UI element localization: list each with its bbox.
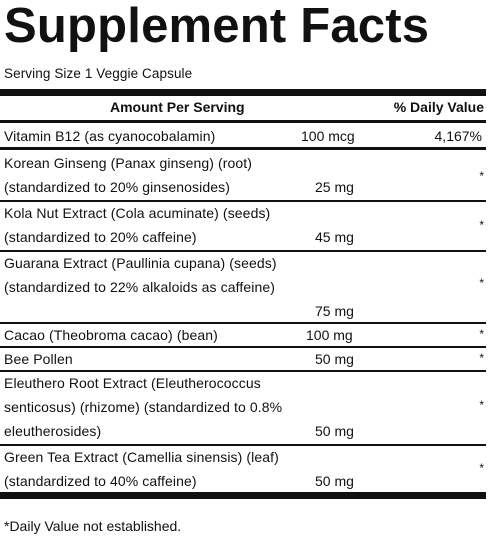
nutrient-daily-value: * xyxy=(479,276,484,290)
nutrient-amount: 50 mg xyxy=(315,473,354,489)
nutrient-daily-value: * xyxy=(479,461,484,475)
row-divider xyxy=(0,444,486,446)
top-thick-rule xyxy=(0,89,486,96)
nutrient-amount: 45 mg xyxy=(315,229,354,245)
nutrient-amount: 75 mg xyxy=(315,303,354,319)
nutrient-row: Kola Nut Extract (Cola acuminate) (seeds… xyxy=(0,202,486,252)
row-divider xyxy=(0,200,486,202)
row-divider xyxy=(0,346,486,348)
nutrient-name: Korean Ginseng (Panax ginseng) (root) xyxy=(4,155,253,171)
nutrient-row: Guarana Extract (Paullinia cupana) (seed… xyxy=(0,252,486,322)
nutrient-name: Cacao (Theobroma cacao) (bean) xyxy=(4,327,218,343)
nutrient-name-cont: (standardized to 40% caffeine) xyxy=(4,473,197,489)
nutrient-name: Vitamin B12 (as cyanocobalamin) xyxy=(4,128,216,144)
nutrient-daily-value: * xyxy=(479,218,484,232)
nutrient-daily-value: * xyxy=(479,398,484,412)
nutrient-daily-value: 4,167% xyxy=(434,128,482,144)
row-divider xyxy=(0,250,486,252)
amount-per-serving-header: Amount Per Serving xyxy=(110,99,245,115)
row-divider xyxy=(0,147,486,150)
nutrient-row: Cacao (Theobroma cacao) (bean) 100 mg * xyxy=(0,324,486,346)
nutrient-name: Guarana Extract (Paullinia cupana) (seed… xyxy=(4,255,277,271)
nutrient-name: Bee Pollen xyxy=(4,351,73,367)
nutrient-daily-value: * xyxy=(479,327,484,341)
nutrient-amount: 100 mcg xyxy=(301,128,355,144)
nutrient-daily-value: * xyxy=(479,169,484,183)
header-rule xyxy=(0,120,486,123)
nutrient-name-cont: (standardized to 22% alkaloids as caffei… xyxy=(4,279,275,295)
nutrient-amount: 25 mg xyxy=(315,179,354,195)
nutrient-row: Bee Pollen 50 mg * xyxy=(0,348,486,370)
nutrient-row: Korean Ginseng (Panax ginseng) (root) (s… xyxy=(0,150,486,200)
daily-value-header: % Daily Value xyxy=(393,99,484,115)
row-divider xyxy=(0,322,486,324)
nutrient-amount: 100 mg xyxy=(306,327,353,343)
nutrient-name: Eleuthero Root Extract (Eleutherococcus xyxy=(4,375,261,391)
nutrient-amount: 50 mg xyxy=(315,351,354,367)
nutrient-name: Kola Nut Extract (Cola acuminate) (seeds… xyxy=(4,205,271,221)
nutrient-daily-value: * xyxy=(479,351,484,365)
footnote: *Daily Value not established. xyxy=(4,518,182,534)
row-divider xyxy=(0,370,486,372)
nutrient-row: Green Tea Extract (Camellia sinensis) (l… xyxy=(0,446,486,492)
nutrient-name: Green Tea Extract (Camellia sinensis) (l… xyxy=(4,449,279,465)
panel-title: Supplement Facts xyxy=(4,0,430,53)
serving-size: Serving Size 1 Veggie Capsule xyxy=(4,66,193,81)
nutrient-name-cont: (standardized to 20% caffeine) xyxy=(4,229,197,245)
nutrient-name-cont: (standardized to 20% ginsenosides) xyxy=(4,179,230,195)
nutrient-row: Eleuthero Root Extract (Eleutherococcus … xyxy=(0,372,486,444)
nutrient-name-cont: eleutherosides) xyxy=(4,423,102,439)
nutrient-name-cont: senticosus) (rhizome) (standardized to 0… xyxy=(4,399,283,415)
nutrient-row: Vitamin B12 (as cyanocobalamin) 100 mcg … xyxy=(0,124,486,148)
bottom-thick-rule xyxy=(0,492,486,499)
nutrient-amount: 50 mg xyxy=(315,423,354,439)
